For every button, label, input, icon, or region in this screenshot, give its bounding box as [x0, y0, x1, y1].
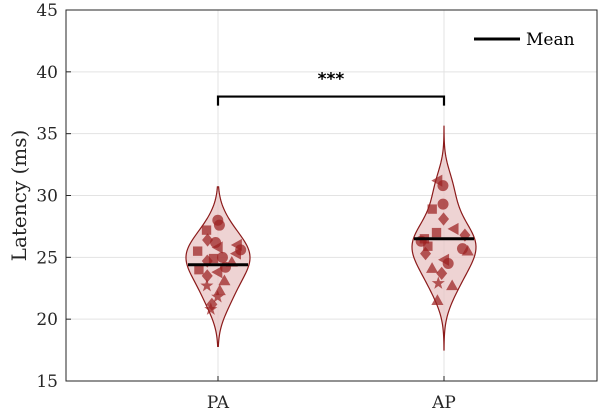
- data-point: [437, 198, 449, 210]
- data-point: [192, 246, 203, 256]
- data-point: [211, 241, 223, 254]
- data-point: [420, 247, 432, 261]
- y-tick-label: 30: [36, 187, 58, 207]
- data-point: [446, 279, 459, 291]
- data-point: [438, 212, 450, 226]
- legend: Mean: [474, 30, 575, 50]
- data-point: [461, 244, 474, 256]
- data-point: [213, 219, 225, 231]
- data-point: [211, 266, 223, 279]
- data-point: [447, 222, 459, 235]
- data-point: [235, 244, 247, 256]
- data-point: [211, 290, 225, 303]
- significance-label: ***: [318, 70, 345, 90]
- data-point: [431, 294, 444, 306]
- y-ticks: 15 20 25 30 35 40 45: [36, 1, 71, 392]
- significance-bracket: [216, 95, 446, 106]
- data-point: [423, 241, 433, 251]
- x-tick-label: AP: [431, 393, 456, 412]
- data-point: [442, 258, 454, 270]
- data-point: [208, 253, 219, 264]
- data-point: [431, 276, 445, 289]
- x-ticks: PA AP: [207, 376, 456, 412]
- data-point: [216, 251, 228, 263]
- y-tick-label: 45: [36, 1, 58, 21]
- data-point: [201, 225, 212, 235]
- data-point: [218, 274, 231, 286]
- grid: [66, 9, 597, 382]
- x-tick-label: PA: [207, 393, 230, 412]
- data-point: [426, 262, 439, 273]
- y-tick-label: 40: [36, 63, 58, 83]
- y-tick-label: 20: [36, 310, 58, 330]
- data-point: [200, 278, 214, 292]
- data-point: [194, 265, 204, 275]
- data-point: [437, 180, 449, 192]
- y-axis-label: Latency (ms): [7, 130, 31, 262]
- y-tick-label: 35: [36, 125, 58, 145]
- data-point: [201, 269, 213, 283]
- mean-lines: [188, 237, 474, 267]
- data-point: [213, 284, 226, 296]
- data-point: [427, 204, 437, 214]
- data-point: [436, 266, 448, 281]
- data-point: [204, 302, 218, 315]
- data-point: [431, 227, 442, 238]
- y-tick-label: 15: [36, 372, 58, 392]
- y-tick-label: 25: [36, 248, 58, 268]
- legend-mean-label: Mean: [526, 30, 575, 50]
